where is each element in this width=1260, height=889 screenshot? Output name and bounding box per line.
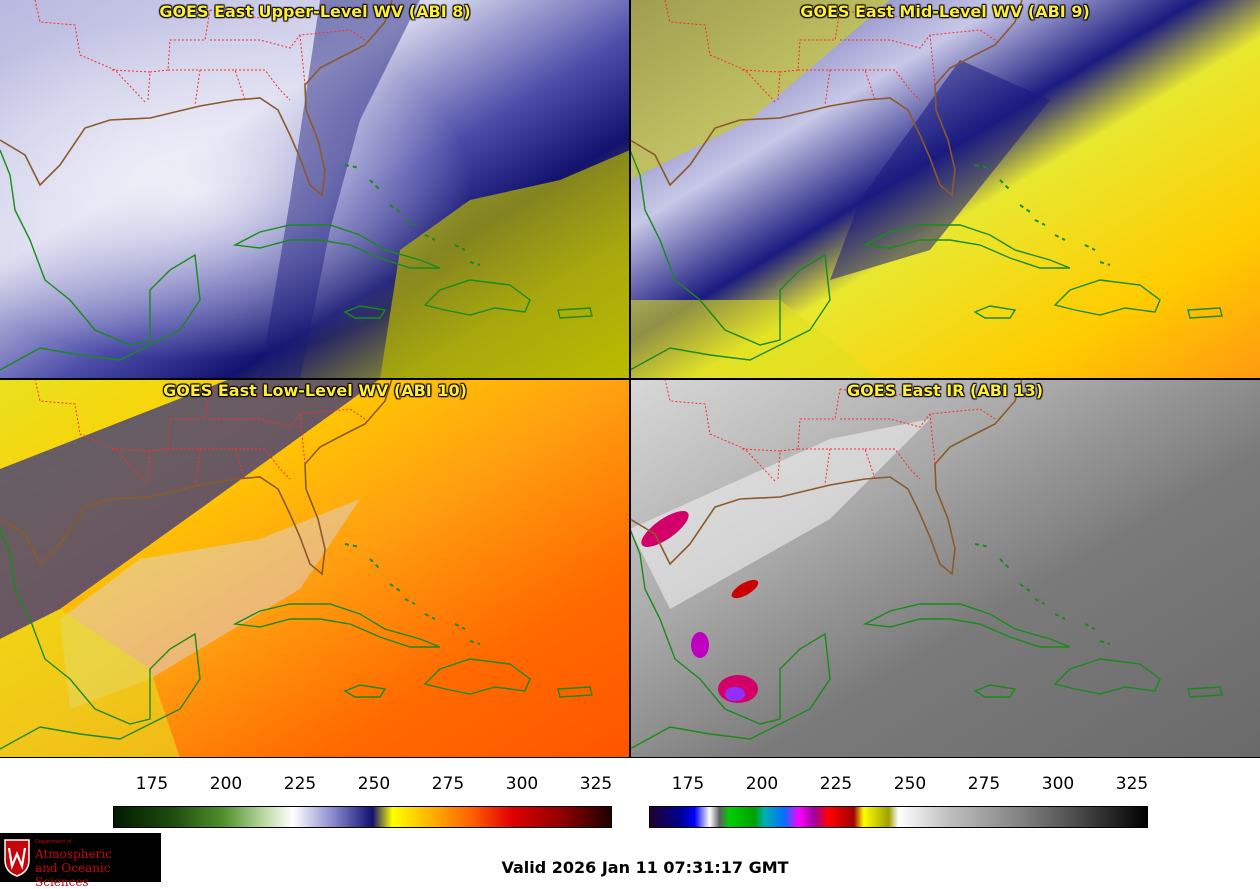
map-outline	[830, 69, 876, 101]
map-outline	[0, 379, 393, 576]
map-outline	[630, 0, 1023, 197]
map-outline	[423, 279, 531, 316]
map-outline	[0, 528, 201, 750]
map-outline	[741, 448, 781, 480]
map-outline	[630, 379, 1023, 576]
map-outline	[1053, 279, 1161, 316]
wv-tick-label: 175	[135, 774, 169, 794]
ir-colorbar	[649, 806, 1148, 828]
wv-tick-label: 275	[431, 774, 465, 794]
upper-wv-image	[0, 0, 630, 379]
ir-tick-label: 325	[1115, 774, 1149, 794]
panel-title: GOES East Upper-Level WV (ABI 8)	[159, 2, 471, 21]
ir-colorbar-ticks: 175 200 225 250 275 300 325	[0, 774, 1260, 800]
wv-tick-label: 325	[579, 774, 613, 794]
wv-tick-label: 300	[505, 774, 539, 794]
panel-upper-wv: GOES East Upper-Level WV (ABI 8)	[0, 0, 630, 379]
map-outline	[210, 29, 366, 49]
map-outline	[664, 379, 776, 482]
mid-wv-image	[630, 0, 1260, 379]
map-outline	[149, 388, 211, 452]
map-outline	[973, 305, 1017, 319]
map-outline	[0, 0, 393, 197]
aos-logo: Department of Atmospheric and Oceanic Sc…	[0, 833, 161, 889]
map-outline	[299, 413, 306, 465]
ir-tick-label: 250	[893, 774, 927, 794]
ir-image	[630, 379, 1260, 758]
map-outline	[111, 69, 151, 101]
map-outline	[862, 224, 1071, 269]
map-outline	[232, 224, 441, 269]
map-outline	[1053, 658, 1161, 695]
panel-title: GOES East IR (ABI 13)	[846, 381, 1044, 400]
map-outline	[232, 603, 441, 648]
map-outline	[630, 528, 831, 750]
map-outline	[34, 379, 146, 482]
panel-divider-horizontal	[0, 378, 1260, 380]
map-outline	[200, 69, 246, 101]
map-outline	[343, 305, 387, 319]
ir-tick-label: 300	[1041, 774, 1075, 794]
ir-tick-label: 275	[967, 774, 1001, 794]
wv-colorbar	[113, 806, 612, 828]
panel-title: GOES East Mid-Level WV (ABI 9)	[800, 2, 1090, 21]
map-outline	[209, 7, 301, 19]
panel-bottom-border	[0, 757, 1260, 758]
map-outline	[557, 686, 593, 698]
map-outline	[34, 0, 146, 103]
map-outline	[840, 29, 996, 49]
map-outline	[830, 448, 876, 480]
map-outline	[423, 658, 531, 695]
map-outline	[839, 7, 931, 19]
map-outline	[929, 413, 936, 465]
logo-line-1: Department of	[35, 839, 72, 845]
map-outline	[839, 386, 931, 398]
uw-crest-icon	[4, 839, 30, 877]
map-outline	[210, 408, 366, 428]
map-outline	[1187, 686, 1223, 698]
wv-tick-label: 250	[357, 774, 391, 794]
map-outline	[111, 448, 151, 480]
ir-tick-label: 225	[819, 774, 853, 794]
map-outline	[299, 34, 306, 86]
wv-tick-label: 225	[283, 774, 317, 794]
panel-mid-wv: GOES East Mid-Level WV (ABI 9)	[630, 0, 1260, 379]
panel-title: GOES East Low-Level WV (ABI 10)	[163, 381, 467, 400]
map-outline	[209, 386, 301, 398]
map-outline	[779, 9, 841, 73]
map-outline	[779, 388, 841, 452]
panel-ir: GOES East IR (ABI 13)	[630, 379, 1260, 758]
map-outline	[973, 684, 1017, 698]
panel-low-wv: GOES East Low-Level WV (ABI 10)	[0, 379, 630, 758]
map-outline	[664, 0, 776, 103]
ir-tick-label: 200	[745, 774, 779, 794]
ir-tick-label: 175	[671, 774, 705, 794]
map-outline	[557, 307, 593, 319]
map-outline	[0, 149, 201, 371]
valid-time: Valid 2026 Jan 11 07:31:17 GMT	[501, 858, 789, 877]
map-outline	[929, 34, 936, 86]
map-outline	[862, 603, 1071, 648]
map-outline	[630, 149, 831, 371]
map-outline	[741, 69, 781, 101]
logo-line-2: Atmospheric	[35, 847, 112, 861]
map-outline	[343, 684, 387, 698]
map-outline	[200, 448, 246, 480]
wv-tick-label: 200	[209, 774, 243, 794]
map-outline	[840, 408, 996, 428]
wv-colorbar-ticks: 175 200 225 250 275 300 325	[0, 774, 630, 800]
map-outline	[1187, 307, 1223, 319]
map-outline	[149, 9, 211, 73]
low-wv-image	[0, 379, 630, 758]
